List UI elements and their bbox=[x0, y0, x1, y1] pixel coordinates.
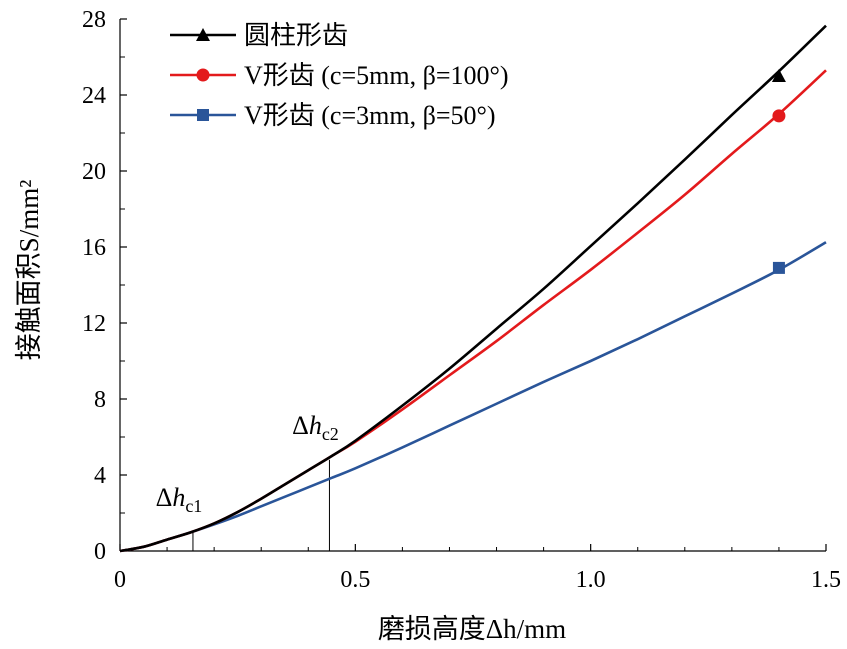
y-tick-label: 0 bbox=[94, 539, 106, 565]
legend-item: V形齿 (c=5mm, β=100°) bbox=[170, 61, 509, 90]
marker-triangle bbox=[196, 28, 210, 41]
marker-triangle bbox=[771, 69, 786, 82]
marker-circle bbox=[772, 109, 786, 123]
series-line bbox=[119, 24, 827, 553]
marker-square bbox=[197, 109, 209, 121]
y-tick-label: 16 bbox=[82, 235, 106, 261]
annotation-label: Δhc1 bbox=[156, 483, 203, 516]
series-line bbox=[119, 69, 827, 553]
legend: 圆柱形齿 V形齿 (c=5mm, β=100°) V形齿 (c=3mm, β=50°… bbox=[170, 21, 509, 130]
y-tick-label: 8 bbox=[94, 387, 106, 413]
legend-item: 圆柱形齿 bbox=[170, 21, 348, 50]
annotation-label: Δhc2 bbox=[292, 411, 339, 444]
x-tick-label: 0 bbox=[114, 567, 126, 593]
legend-label: V形齿 (c=5mm, β=100°) bbox=[244, 61, 509, 90]
series-line bbox=[119, 241, 827, 553]
marker-square bbox=[772, 261, 785, 274]
legend-label: V形齿 (c=3mm, β=50°) bbox=[244, 101, 496, 130]
y-tick-label: 28 bbox=[82, 7, 106, 33]
x-tick-label: 1.5 bbox=[811, 567, 841, 593]
y-axis-title: 接触面积S/mm² bbox=[14, 180, 44, 361]
legend-label: 圆柱形齿 bbox=[244, 21, 348, 50]
x-axis-title: 磨损高度Δh/mm bbox=[378, 614, 566, 644]
x-tick-label: 0.5 bbox=[340, 567, 370, 593]
legend-item: V形齿 (c=3mm, β=50°) bbox=[170, 101, 496, 130]
series-group bbox=[119, 24, 827, 553]
axes: 0 4 8 12 16 20 24 28 0 0.5 1.0 1.5 bbox=[82, 7, 841, 593]
x-tick-label: 1.0 bbox=[576, 567, 606, 593]
y-tick-label: 20 bbox=[82, 159, 106, 185]
y-tick-label: 4 bbox=[94, 463, 106, 489]
marker-circle bbox=[196, 68, 210, 82]
y-tick-label: 24 bbox=[82, 83, 106, 109]
y-tick-label: 12 bbox=[82, 311, 106, 337]
annotations: Δhc1 Δhc2 bbox=[156, 411, 339, 551]
